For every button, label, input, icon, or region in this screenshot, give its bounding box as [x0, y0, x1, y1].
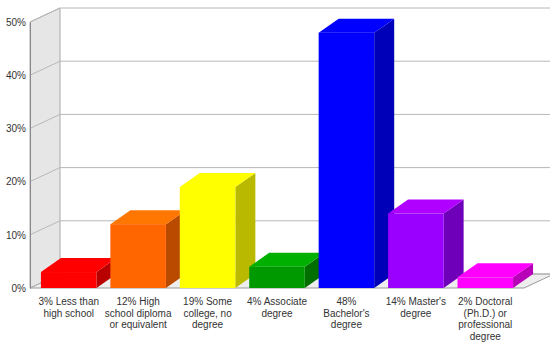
- label-line: professional: [458, 319, 512, 330]
- bar-group: [319, 19, 395, 288]
- label-line: 4% Associate: [247, 296, 307, 307]
- grid-line: [30, 114, 550, 128]
- label-line: school diploma: [105, 308, 172, 319]
- label-line: degree: [470, 331, 502, 342]
- category-label: 14% Master'sdegree: [386, 296, 446, 319]
- label-line: Bachelor's: [323, 308, 369, 319]
- tick-label: 20%: [6, 176, 26, 187]
- label-line: 3% Less than: [38, 296, 99, 307]
- bar-top: [41, 258, 117, 272]
- tick: 10%: [6, 230, 30, 241]
- category-label: 48%Bachelor'sdegree: [323, 296, 369, 330]
- tick: 30%: [6, 123, 30, 134]
- label-line: or equivalent: [110, 319, 167, 330]
- category-label: 19% Somecollege, nodegree: [183, 296, 232, 330]
- bar-group: [41, 258, 117, 288]
- x-labels: 3% Less thanhigh school 12% Highschool di…: [38, 296, 512, 342]
- bar: [41, 272, 97, 288]
- tick: 50%: [6, 17, 30, 28]
- tick-label: 50%: [6, 17, 26, 28]
- category-label: 2% Doctoral(Ph.D.) orprofessionaldegree: [458, 296, 512, 342]
- bar-top: [180, 173, 256, 187]
- label-line: 19% Some: [183, 296, 232, 307]
- axis-line: [30, 23, 31, 289]
- bar-top: [458, 263, 534, 277]
- bar: [388, 214, 444, 288]
- bars: [41, 19, 533, 288]
- y-axis: 0% 10% 20% 30% 40% 50%: [6, 17, 31, 294]
- tick-label: 40%: [6, 70, 26, 81]
- label-line: degree: [261, 308, 293, 319]
- bar-top: [249, 253, 325, 267]
- bar-group: [388, 200, 464, 288]
- category-label: 12% Highschool diplomaor equivalent: [105, 296, 172, 330]
- chart: 0% 10% 20% 30% 40% 50% 3% Less thanhigh school…: [0, 0, 550, 350]
- bar-group: [249, 253, 325, 288]
- label-line: (Ph.D.) or: [464, 308, 508, 319]
- bar: [110, 224, 166, 288]
- bar: [249, 267, 305, 288]
- bar-group: [180, 173, 256, 288]
- bar-top: [388, 200, 464, 214]
- label-line: degree: [192, 319, 224, 330]
- bar-group: [458, 263, 534, 288]
- bar-top: [319, 19, 395, 33]
- tick: 40%: [6, 70, 30, 81]
- label-line: 2% Doctoral: [458, 296, 512, 307]
- tick-label: 30%: [6, 123, 26, 134]
- label-line: high school: [43, 308, 94, 319]
- category-label: 4% Associatedegree: [247, 296, 307, 319]
- label-line: 12% High: [116, 296, 159, 307]
- grid-line: [30, 8, 550, 22]
- grid-line: [30, 61, 550, 75]
- bar: [319, 33, 375, 288]
- category-label: 3% Less thanhigh school: [38, 296, 99, 319]
- grid-line: [30, 168, 550, 182]
- bar: [180, 187, 236, 288]
- label-line: 48%: [336, 296, 356, 307]
- bar-group: [110, 210, 186, 288]
- bar-top: [110, 210, 186, 224]
- grid-line: [30, 221, 550, 235]
- left-wall: [30, 8, 60, 288]
- tick: 20%: [6, 176, 30, 187]
- tick: 0%: [12, 283, 30, 294]
- grid: [30, 8, 550, 288]
- label-line: college, no: [183, 308, 232, 319]
- label-line: degree: [331, 319, 363, 330]
- label-line: 14% Master's: [386, 296, 446, 307]
- bar: [458, 277, 514, 288]
- tick-label: 10%: [6, 230, 26, 241]
- label-line: degree: [400, 308, 432, 319]
- tick-label: 0%: [12, 283, 27, 294]
- bar-side: [444, 200, 464, 288]
